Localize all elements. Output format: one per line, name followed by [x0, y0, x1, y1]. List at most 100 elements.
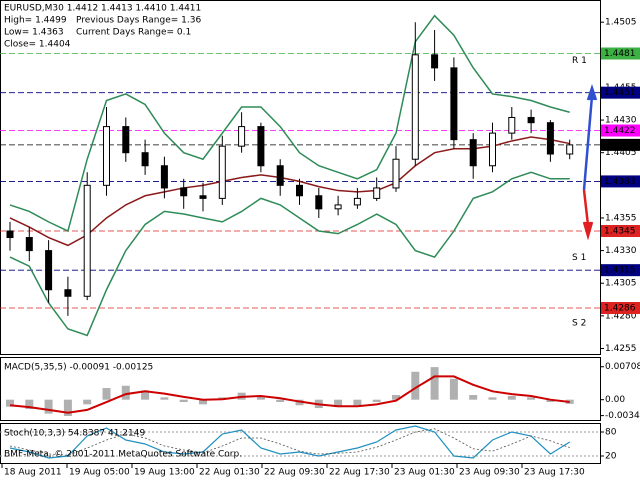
macd-bar [488, 397, 497, 400]
macd-bar [546, 399, 555, 403]
level-label: 1.4411 [604, 140, 636, 150]
macd-bar [25, 399, 34, 409]
level-label: 1.4422 [604, 126, 636, 136]
macd-bar [6, 399, 14, 407]
candle-body [353, 197, 361, 206]
macd-bar [160, 397, 169, 400]
y-tick-label: 0.00 [605, 395, 625, 405]
x-tick-label: 22 Aug 01:30 [199, 468, 260, 478]
macd-bar [334, 399, 343, 408]
x-tick-label: 18 Aug 2011 [4, 468, 62, 478]
y-tick-label: 1.4330 [605, 246, 637, 256]
level-label: 1.4481 [604, 49, 636, 59]
macd-bar [44, 399, 53, 414]
y-tick-label: 80 [605, 428, 617, 438]
x-tick-label: 23 Aug 17:30 [524, 468, 585, 478]
macd-bar [63, 399, 72, 416]
macd-bar [256, 395, 265, 400]
candle-body [160, 165, 168, 189]
level-box [601, 264, 640, 277]
info-cur-range: Current Days Range= 0.1 [76, 28, 191, 38]
price-pane [0, 0, 601, 355]
macd-pane [0, 357, 601, 421]
level-label: 1.4286 [604, 304, 636, 314]
indicator-line [9, 171, 570, 337]
indicator-line [9, 14, 570, 233]
info-high: High= 1.4499 [4, 16, 67, 26]
macd-bar [102, 388, 111, 400]
macd-bar [469, 395, 478, 400]
macd-bar [179, 399, 188, 403]
y-tick-label: 20 [605, 452, 617, 462]
level-box [601, 47, 640, 60]
level-label: 1.4451 [604, 88, 636, 98]
pivot-label: S 2 [572, 318, 586, 328]
macd-bar [449, 378, 458, 400]
pivot-label: R 1 [572, 56, 587, 66]
forecast-down-arrow [582, 189, 594, 241]
candle-body [83, 184, 91, 297]
candle-body [238, 126, 246, 147]
macd-bar [121, 385, 130, 400]
macd-bar [353, 399, 362, 406]
candle-body [469, 139, 477, 167]
x-tick-label: 22 Aug 17:30 [329, 468, 390, 478]
chart-layer: 1.45051.44551.44301.44051.43551.43301.43… [0, 14, 640, 478]
candle-body [122, 126, 130, 154]
info-prev-range: Previous Days Range= 1.36 [76, 16, 201, 26]
stoch-line [9, 428, 570, 456]
macd-title: MACD(5,35,5) -0.00091 -0.00125 [4, 363, 153, 373]
macd-bar [430, 367, 439, 400]
candle-body [218, 145, 226, 199]
symbol-title: EURUSD,M30 1.4412 1.4413 1.4410 1.4411 [4, 4, 201, 14]
candle-body [257, 126, 265, 167]
candle-body [546, 122, 554, 155]
macd-bar [372, 399, 381, 403]
y-tick-label: 1.4255 [605, 344, 637, 354]
candle-body [64, 289, 72, 297]
candle-body [199, 195, 207, 199]
candle-body [45, 250, 53, 291]
candle-body [334, 204, 342, 210]
candle-body [180, 187, 188, 197]
level-box [601, 175, 640, 188]
candle-body [25, 237, 33, 252]
macd-bar [527, 397, 536, 400]
candle-body [103, 126, 110, 186]
stoch-line [9, 425, 571, 459]
y-tick-label: 1.4430 [605, 116, 637, 126]
candle-body [141, 152, 149, 167]
x-tick-label: 22 Aug 09:30 [264, 468, 325, 478]
macd-bar [141, 390, 150, 400]
candle-body [296, 184, 303, 197]
macd-bar [392, 395, 400, 400]
y-tick-label: -0.00342 [605, 411, 640, 421]
macd-signal [9, 375, 570, 414]
y-tick-label: 1.4280 [605, 311, 637, 321]
macd-bar [199, 399, 207, 405]
level-box [601, 225, 640, 238]
x-tick-label: 19 Aug 05:00 [69, 468, 130, 478]
info-close: Close= 1.4404 [4, 40, 71, 50]
y-tick-label: 1.4505 [605, 18, 637, 28]
y-tick-label: 0.00708 [605, 362, 640, 372]
level-box [601, 86, 640, 99]
level-box [601, 124, 640, 137]
y-tick-label: 1.4405 [605, 148, 637, 158]
candle-body [315, 195, 323, 210]
level-label: 1.4315 [604, 266, 636, 276]
candle-body [392, 158, 400, 189]
x-tick-label: 19 Aug 13:00 [134, 468, 195, 478]
copyright: BMF-Meta, © 2001-2011 MetaQuotes Softwar… [4, 450, 242, 460]
candle-body [6, 230, 14, 239]
level-box [601, 302, 640, 315]
forecast-up-arrow [582, 84, 598, 191]
stoch-title: Stoch(10,3,3) 54.8387 41.2149 [4, 429, 145, 439]
level-box [601, 138, 640, 151]
candle-body [431, 54, 439, 69]
x-tick-label: 23 Aug 09:30 [459, 468, 520, 478]
candle-body [373, 187, 381, 199]
candle-body [276, 165, 284, 186]
candle-body [489, 132, 496, 167]
